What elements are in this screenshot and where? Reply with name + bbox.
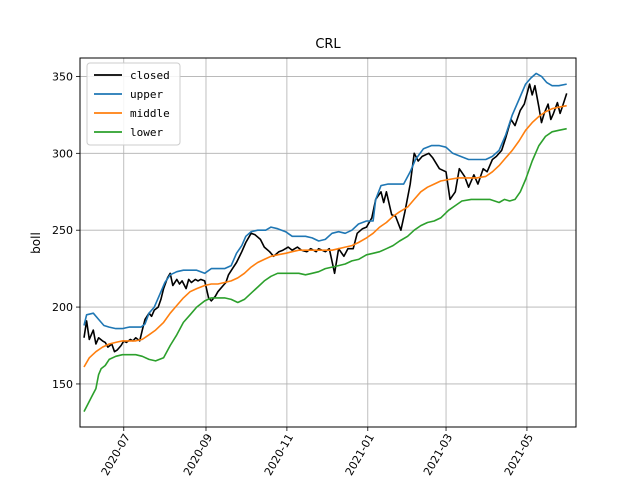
y-tick-label: 200 [52, 301, 73, 314]
legend-label-lower: lower [130, 126, 163, 139]
legend-label-middle: middle [130, 107, 170, 120]
grid [80, 58, 576, 427]
y-tick-label: 350 [52, 70, 73, 83]
legend-label-upper: upper [130, 88, 163, 101]
chart-title: CRL [315, 37, 341, 52]
series-line-upper [83, 72, 567, 330]
y-tick-label: 300 [52, 147, 73, 160]
y-tick-label: 250 [52, 224, 73, 237]
series-line-middle [83, 104, 567, 368]
legend: closed upper middle lower [86, 62, 181, 146]
legend-label-closed: closed [130, 69, 170, 82]
series-layer [83, 72, 568, 412]
series-line-lower [83, 127, 567, 412]
legend-box [86, 62, 181, 146]
plot-frame [79, 57, 577, 428]
y-tick-label: 150 [52, 378, 73, 391]
y-axis-label: boll [29, 232, 43, 254]
